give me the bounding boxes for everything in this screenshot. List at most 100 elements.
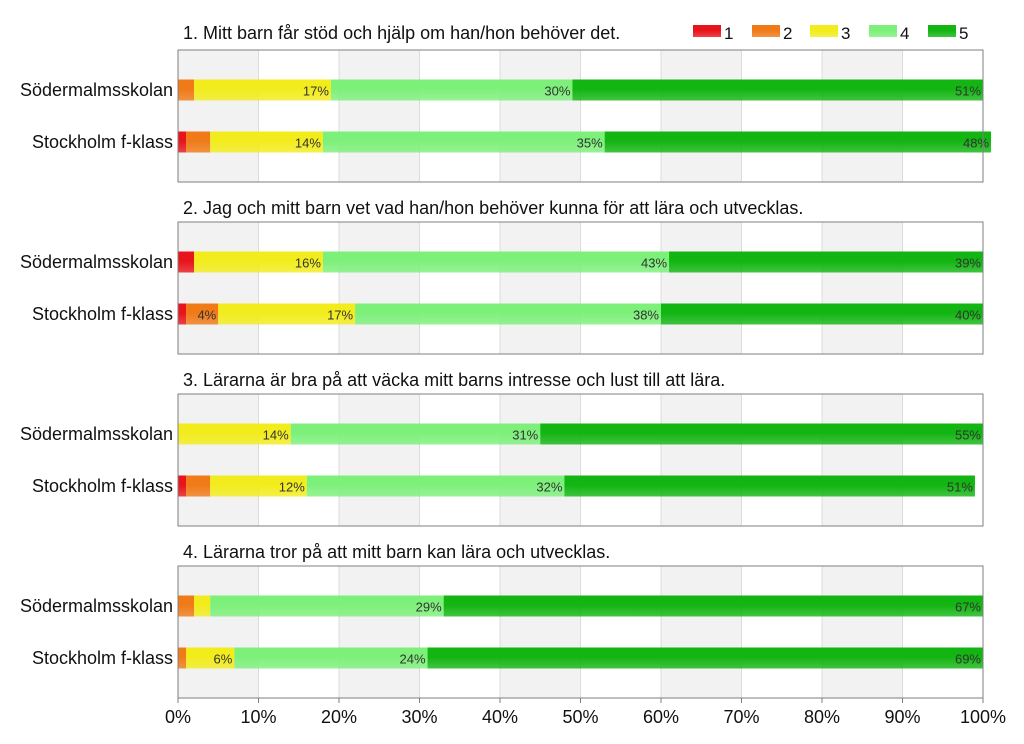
panel-title: 1. Mitt barn får stöd och hjälp om han/h… <box>183 23 620 43</box>
data-label: 69% <box>955 652 981 667</box>
data-label: 4% <box>197 308 216 323</box>
data-label: 29% <box>416 600 442 615</box>
grid-band <box>500 394 581 526</box>
legend-swatch-4 <box>869 25 897 37</box>
data-label: 17% <box>303 84 329 99</box>
x-tick-label: 100% <box>960 707 1006 727</box>
bar-segment-1 <box>178 131 187 153</box>
data-label: 40% <box>955 308 981 323</box>
x-tick-label: 40% <box>482 707 518 727</box>
data-label: 55% <box>955 428 981 443</box>
data-label: 48% <box>963 136 989 151</box>
grid-band <box>339 50 420 182</box>
x-tick-label: 60% <box>643 707 679 727</box>
bar-segment-3 <box>210 475 307 497</box>
grid-band <box>178 566 259 698</box>
grid-band <box>822 394 903 526</box>
data-label: 67% <box>955 600 981 615</box>
panel-2: 2. Jag och mitt barn vet vad han/hon beh… <box>20 198 984 355</box>
data-label: 24% <box>400 652 426 667</box>
bar-segment-4 <box>355 303 661 325</box>
bar-segment-3 <box>194 251 323 273</box>
bar-segment-4 <box>306 475 565 497</box>
grid-band <box>661 50 742 182</box>
legend-label-4: 4 <box>900 24 909 43</box>
legend-swatch-1 <box>693 25 721 37</box>
data-label: 51% <box>955 84 981 99</box>
data-label: 32% <box>536 480 562 495</box>
category-label: Stockholm f-klass <box>32 648 173 668</box>
grid-band <box>339 222 420 354</box>
bar-segment-4 <box>322 131 605 153</box>
grid-band <box>500 222 581 354</box>
category-label: Stockholm f-klass <box>32 476 173 496</box>
grid-band <box>822 50 903 182</box>
x-tick-label: 70% <box>723 707 759 727</box>
bar-segment-5 <box>572 79 983 101</box>
category-label: Stockholm f-klass <box>32 304 173 324</box>
panel-frame <box>177 49 984 183</box>
data-label: 39% <box>955 256 981 271</box>
bar-segment-3 <box>194 79 331 101</box>
legend-label-2: 2 <box>783 24 792 43</box>
x-tick-label: 50% <box>562 707 598 727</box>
bar-segment-2 <box>186 475 211 497</box>
grid-band <box>178 222 259 354</box>
bar-segment-4 <box>322 251 670 273</box>
data-label: 14% <box>295 136 321 151</box>
x-tick-label: 0% <box>165 707 191 727</box>
legend-label-1: 1 <box>724 24 733 43</box>
x-tick-label: 30% <box>401 707 437 727</box>
bar-segment-5 <box>427 647 983 669</box>
panel-title: 2. Jag och mitt barn vet vad han/hon beh… <box>183 198 803 218</box>
bar-segment-3 <box>218 303 356 325</box>
bar-segment-2 <box>178 79 195 101</box>
category-label: Södermalmsskolan <box>20 424 173 444</box>
bar-segment-3 <box>186 647 235 669</box>
bar-segment-2 <box>178 647 187 669</box>
bar-segment-2 <box>186 131 211 153</box>
category-label: Södermalmsskolan <box>20 80 173 100</box>
bar-segment-5 <box>564 475 975 497</box>
grid-band <box>178 394 259 526</box>
panel-frame <box>177 221 984 355</box>
bar-segment-1 <box>178 303 187 325</box>
data-label: 51% <box>947 480 973 495</box>
data-label: 16% <box>295 256 321 271</box>
grid-band <box>822 222 903 354</box>
legend-swatch-2 <box>752 25 780 37</box>
data-label: 30% <box>544 84 570 99</box>
x-tick-label: 90% <box>884 707 920 727</box>
bar-segment-4 <box>210 595 444 617</box>
legend-label-5: 5 <box>959 24 968 43</box>
data-label: 31% <box>512 428 538 443</box>
grid-band <box>500 566 581 698</box>
grid-band <box>661 222 742 354</box>
panel-1: 1. Mitt barn får stöd och hjälp om han/h… <box>20 23 992 183</box>
panel-frame <box>177 393 984 527</box>
bar-segment-5 <box>604 131 992 153</box>
bar-segment-3 <box>178 423 291 445</box>
grid-band <box>339 566 420 698</box>
category-label: Stockholm f-klass <box>32 132 173 152</box>
bar-segment-3 <box>194 595 211 617</box>
data-label: 17% <box>327 308 353 323</box>
bar-segment-5 <box>540 423 983 445</box>
category-label: Södermalmsskolan <box>20 252 173 272</box>
data-label: 35% <box>577 136 603 151</box>
x-axis: 0% 10% 20% 30% 40% 50% 60% 70% 80% 90% 100% <box>165 698 1006 727</box>
x-tick-label: 80% <box>804 707 840 727</box>
data-label: 38% <box>633 308 659 323</box>
x-tick-label: 20% <box>321 707 357 727</box>
bar-segment-2 <box>178 595 195 617</box>
panel-title: 3. Lärarna är bra på att väcka mitt barn… <box>183 370 725 390</box>
grid-band <box>178 50 259 182</box>
legend: 1 2 3 4 5 <box>693 24 968 43</box>
bar-segment-5 <box>661 303 983 325</box>
data-label: 14% <box>263 428 289 443</box>
bar-segment-3 <box>210 131 323 153</box>
panel-3: 3. Lärarna är bra på att väcka mitt barn… <box>20 370 984 527</box>
grid-band <box>500 50 581 182</box>
legend-swatch-3 <box>810 25 838 37</box>
